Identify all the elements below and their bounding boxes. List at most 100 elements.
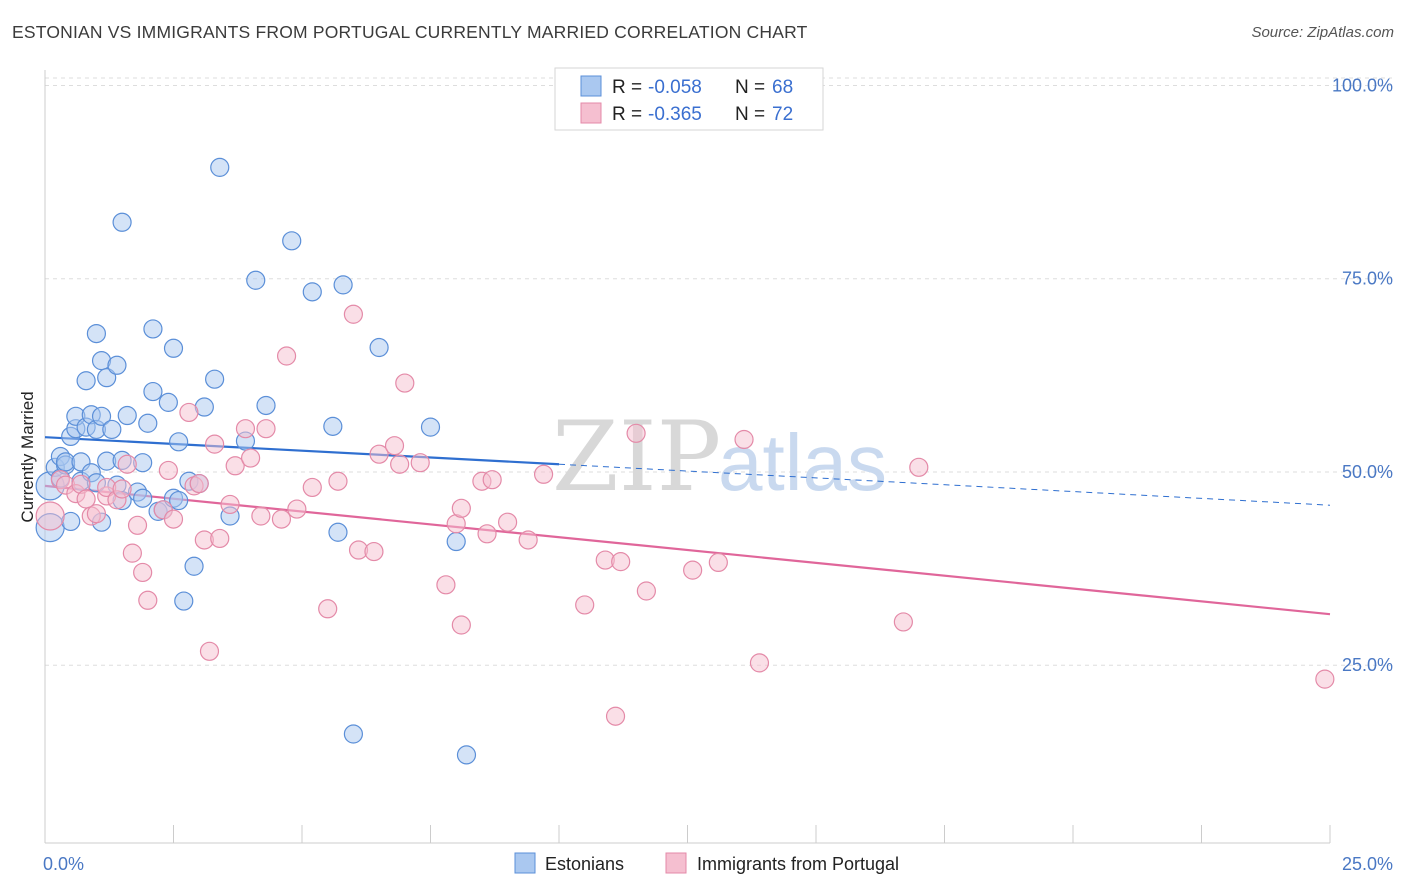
x-tick-label-min: 0.0% [43,854,84,874]
legend-swatch-blue [580,75,602,97]
point-portugal [138,590,158,610]
legend-swatch-portugal [665,852,687,874]
legend-r-value-2: -0.365 [648,104,702,125]
legend-n-label-1: N = [735,77,765,98]
point-estonians [456,745,477,765]
point-portugal [133,562,153,583]
point-portugal [477,524,497,544]
trend-line-estonians [44,436,560,466]
point-portugal [112,479,132,499]
point-estonians [138,413,158,433]
point-estonians [117,405,137,426]
point-portugal [220,494,240,515]
point-portugal [241,448,261,468]
point-estonians [97,368,117,388]
legend-n-label-2: N = [735,104,765,125]
point-estonians [369,337,389,358]
point-estonians [205,369,225,389]
point-estonians [112,212,132,232]
point-estonians [246,270,266,290]
point-estonians [343,724,363,744]
point-estonians [143,381,163,402]
point-portugal [575,595,595,615]
watermark-zip: ZIP [552,401,721,513]
legend-swatch-estonians [514,852,536,874]
point-estonians [163,338,184,358]
point-portugal [251,506,271,526]
point-portugal [343,304,363,324]
point-estonians [323,416,343,436]
point-estonians [328,522,348,542]
point-portugal [451,615,471,635]
point-portugal [117,454,137,474]
point-portugal [410,453,430,473]
point-portugal [199,641,220,661]
point-portugal [271,509,292,529]
legend-n-value-1: 68 [772,77,793,98]
point-portugal [210,528,230,549]
point-portugal [893,612,913,632]
point-portugal [436,575,456,595]
correlation-legend: R = -0.058 N = 68 R = -0.365 N = 72 [554,67,824,131]
legend-label-portugal: Immigrants from Portugal [697,854,899,874]
legend-r-value-1: -0.058 [648,77,702,98]
point-estonians [256,395,276,416]
y-tick-label: 50.0% [1342,462,1393,482]
x-tick-label-max: 25.0% [1342,854,1393,874]
trend-line-estonians-extension [558,463,1331,506]
point-estonians [158,392,178,412]
point-portugal [158,460,178,481]
y-tick-label: 25.0% [1342,655,1393,675]
point-estonians [184,556,204,576]
point-portugal [302,477,322,498]
legend-r-label-1: R = [612,77,642,98]
point-portugal [122,543,142,563]
point-portugal [518,530,538,550]
point-estonians [143,319,163,339]
point-portugal [287,499,307,519]
point-portugal [605,706,626,726]
point-estonians [333,275,353,295]
point-portugal [86,504,107,524]
point-portugal [636,581,656,601]
legend-swatch-pink [580,102,602,124]
point-estonians [446,531,466,552]
point-portugal [256,419,276,439]
point-portugal [318,599,338,619]
point-estonians [107,355,127,375]
point-portugal [482,470,502,490]
point-portugal [225,456,245,476]
series-legend: Estonians Immigrants from Portugal [514,852,899,874]
point-estonians [102,419,122,440]
point-estonians [169,490,189,511]
point-portugal [498,512,518,532]
point-portugal [235,419,256,439]
point-portugal [179,402,199,423]
legend-label-estonians: Estonians [545,854,624,874]
point-estonians [169,432,189,452]
point-portugal [328,471,348,491]
legend-r-label-2: R = [612,104,642,125]
point-estonians [302,282,322,302]
data-points [35,157,1335,765]
axes [44,70,1331,844]
point-portugal [390,454,410,474]
y-tick-label: 100.0% [1332,75,1393,95]
point-portugal [163,509,184,529]
point-portugal [127,515,148,535]
point-portugal [749,653,770,673]
point-estonians [91,406,112,426]
point-portugal [909,457,929,477]
chart-title: ESTONIAN VS IMMIGRANTS FROM PORTUGAL CUR… [12,22,808,42]
point-portugal [364,541,384,562]
point-portugal [1315,669,1335,689]
point-portugal [35,501,65,531]
point-estonians [282,231,302,251]
point-portugal [611,552,631,572]
point-portugal [734,429,754,450]
point-portugal [395,373,415,393]
y-tick-label: 75.0% [1342,269,1393,289]
point-estonians [420,417,441,437]
legend-n-value-2: 72 [772,104,793,125]
